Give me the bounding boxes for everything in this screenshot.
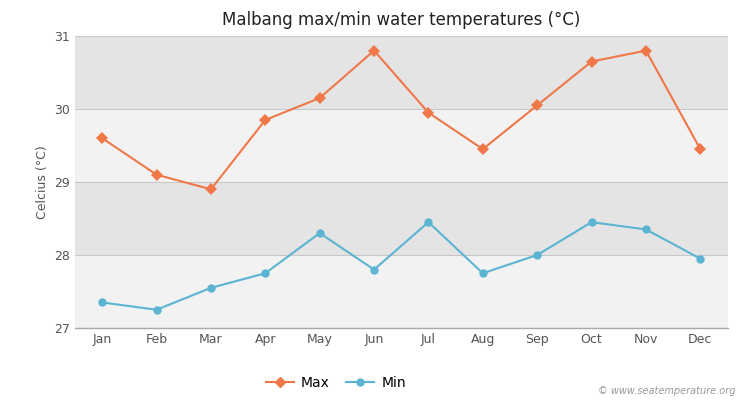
Min bbox=[424, 220, 433, 224]
Min bbox=[696, 256, 705, 261]
Max bbox=[478, 147, 488, 152]
Min bbox=[478, 271, 488, 276]
Bar bbox=[75, 36, 728, 109]
Max bbox=[424, 110, 433, 115]
Min bbox=[370, 267, 379, 272]
Max bbox=[261, 118, 270, 122]
Bar bbox=[75, 109, 728, 182]
Bar bbox=[75, 182, 728, 255]
Y-axis label: Celcius (°C): Celcius (°C) bbox=[36, 145, 49, 219]
Max bbox=[587, 59, 596, 64]
Min bbox=[152, 307, 161, 312]
Text: © www.seatemperature.org: © www.seatemperature.org bbox=[598, 386, 735, 396]
Bar bbox=[75, 255, 728, 328]
Line: Max: Max bbox=[98, 46, 704, 194]
Min bbox=[315, 231, 324, 236]
Legend: Max, Min: Max, Min bbox=[261, 370, 411, 395]
Min bbox=[532, 253, 542, 258]
Min bbox=[206, 286, 215, 290]
Max bbox=[315, 96, 324, 100]
Max bbox=[370, 48, 379, 53]
Max bbox=[696, 147, 705, 152]
Min bbox=[587, 220, 596, 224]
Max bbox=[152, 172, 161, 177]
Max bbox=[532, 103, 542, 108]
Line: Min: Min bbox=[98, 218, 704, 314]
Min bbox=[98, 300, 106, 305]
Min bbox=[261, 271, 270, 276]
Max bbox=[98, 136, 106, 140]
Max bbox=[641, 48, 650, 53]
Min bbox=[641, 227, 650, 232]
Max bbox=[206, 187, 215, 192]
Title: Malbang max/min water temperatures (°C): Malbang max/min water temperatures (°C) bbox=[222, 11, 580, 29]
